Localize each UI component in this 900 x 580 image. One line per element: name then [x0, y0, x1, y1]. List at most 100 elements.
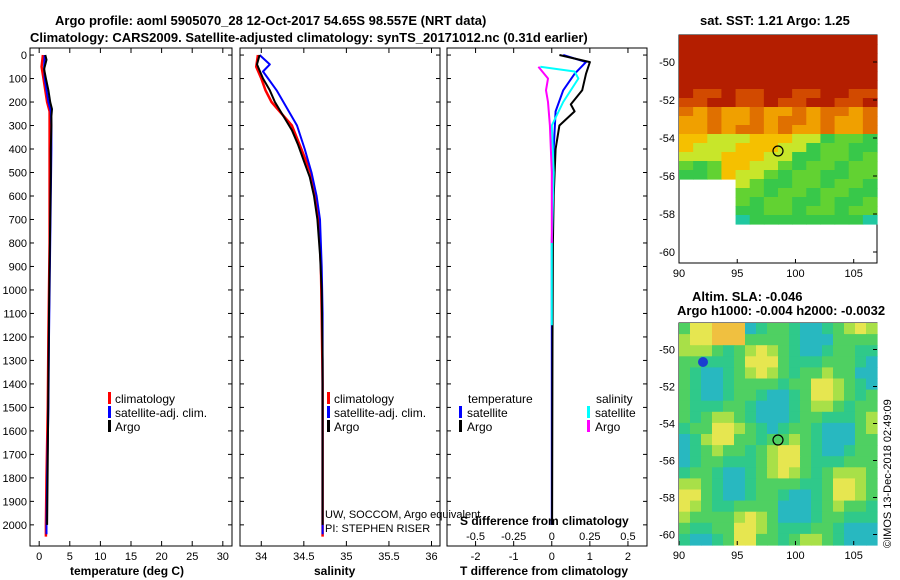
legend-swatch-satellite — [327, 406, 330, 418]
depth-tick-label: 1700 — [3, 449, 27, 461]
series-line-satellite — [258, 54, 324, 535]
depth-tick-label: 1500 — [3, 402, 27, 414]
depth-tick-label: 400 — [9, 144, 27, 156]
legend-label-climatology: climatology — [334, 392, 394, 406]
depth-tick-label: 1200 — [3, 332, 27, 344]
depth-tick-label: 2000 — [3, 520, 27, 532]
legend-swatch-temp-satellite — [459, 406, 462, 418]
depth-tick-label: 1100 — [3, 308, 27, 320]
legend-swatch-climatology — [327, 392, 330, 404]
profile-location-marker — [772, 145, 784, 157]
series-line-temperature-satellite — [550, 54, 587, 525]
lat-tick-label: -52 — [659, 95, 675, 107]
lat-tick-label: -54 — [659, 419, 675, 431]
difference-panel: -2 -1 0 1 2 -0.5 -0.25 0 0.25 0.5 — [447, 48, 647, 563]
title-line-2: Climatology: CARS2009. Satellite-adjuste… — [30, 30, 588, 45]
legend-label-satellite: satellite-adj. clim. — [334, 406, 426, 420]
difference-plot-frame — [446, 47, 648, 547]
sst-map-axes: -50 -52 -54 -56 -58 -60 90 95 100 105 — [659, 57, 877, 280]
lat-tick-label: -56 — [659, 456, 675, 468]
series-line-salinity-argo — [537, 66, 553, 243]
legend-label-sal-satellite: satellite — [595, 406, 636, 420]
x-tick-label: 34.5 — [293, 551, 314, 563]
top-x-tick-label: 0.25 — [579, 531, 600, 543]
sla-map-axes: -50 -52 -54 -56 -58 -60 90 95 100 105 — [659, 345, 877, 562]
legend-label-temp-argo: Argo — [467, 420, 493, 434]
x-tick-label: 25 — [186, 551, 198, 563]
lon-tick-label: 100 — [786, 550, 804, 562]
legend-swatch-argo — [327, 420, 330, 432]
depth-tick-label: 600 — [9, 191, 27, 203]
depth-tick-label: 500 — [9, 168, 27, 180]
title-line-1: Argo profile: aoml 5905070_28 12-Oct-201… — [55, 13, 486, 28]
legend-swatch-sal-satellite — [587, 406, 590, 418]
depth-tick-label: 800 — [9, 238, 27, 250]
legend-swatch-sal-argo — [587, 420, 590, 432]
depth-tick-label: 1000 — [3, 285, 27, 297]
depth-tick-label: 0 — [21, 50, 27, 62]
lat-tick-label: -56 — [659, 171, 675, 183]
lat-tick-label: -54 — [659, 133, 675, 145]
depth-tick-label: 1800 — [3, 473, 27, 485]
top-x-tick-label: -0.5 — [466, 531, 485, 543]
depth-tick-label: 900 — [9, 261, 27, 273]
lat-tick-label: -58 — [659, 209, 675, 221]
x-tick-label: 0 — [549, 551, 555, 563]
lon-tick-label: 90 — [673, 268, 685, 280]
x-tick-label: 2 — [625, 551, 631, 563]
top-x-tick-label: -0.25 — [501, 531, 526, 543]
series-line-argo — [43, 54, 53, 525]
lat-tick-label: -52 — [659, 382, 675, 394]
salinity-axis-label: salinity — [314, 564, 356, 578]
sla-map-title-2: Argo h1000: -0.004 h2000: -0.0032 — [677, 303, 885, 318]
depth-tick-label: 1400 — [3, 379, 27, 391]
s-difference-axis-label: S difference from climatology — [460, 514, 629, 528]
x-tick-label: 30 — [217, 551, 229, 563]
credit-line-2: PI: STEPHEN RISER — [325, 523, 430, 535]
difference-legend: temperature salinity satellite Argo sate… — [459, 392, 636, 434]
series-line-salinity-satellite — [540, 65, 580, 326]
sla-map-title-1: Altim. SLA: -0.046 — [692, 289, 803, 304]
legend-label-argo: Argo — [115, 420, 141, 434]
legend-label-sal-argo: Argo — [595, 420, 621, 434]
top-x-tick-label: 0.5 — [620, 531, 635, 543]
t-difference-axis-label: T difference from climatology — [460, 564, 628, 578]
temperature-legend: climatology satellite-adj. clim. Argo — [108, 392, 207, 434]
lat-tick-label: -50 — [659, 345, 675, 357]
legend-swatch-temp-argo — [459, 420, 462, 432]
lon-tick-label: 100 — [786, 268, 804, 280]
lon-tick-label: 105 — [845, 550, 863, 562]
profile-location-marker — [772, 434, 784, 446]
lon-tick-label: 90 — [673, 550, 685, 562]
legend-label-satellite: satellite-adj. clim. — [115, 406, 207, 420]
x-tick-label: 5 — [67, 551, 73, 563]
x-tick-label: 35.5 — [378, 551, 399, 563]
x-tick-label: -1 — [509, 551, 519, 563]
sst-map — [678, 34, 878, 264]
legend-label-temp-satellite: satellite — [467, 406, 508, 420]
x-tick-label: 20 — [155, 551, 167, 563]
x-tick-label: 0 — [36, 551, 42, 563]
x-tick-label: 1 — [587, 551, 593, 563]
depth-axis: 0 100 200 300 400 500 600 700 800 900 1000 1100 1200… — [3, 50, 27, 532]
x-tick-label: 34 — [255, 551, 267, 563]
lat-tick-label: -58 — [659, 493, 675, 505]
depth-tick-label: 700 — [9, 214, 27, 226]
legend-swatch-argo — [108, 420, 111, 432]
series-line-argo — [256, 54, 324, 525]
temperature-plot-frame — [29, 47, 233, 547]
lat-tick-label: -50 — [659, 57, 675, 69]
lat-tick-label: -60 — [659, 530, 675, 542]
temperature-panel: 0 5 10 15 20 25 30 — [30, 48, 232, 563]
legend-title-salinity: salinity — [596, 392, 633, 406]
sst-map-title: sat. SST: 1.21 Argo: 1.25 — [700, 13, 850, 28]
credit-line-1: UW, SOCCOM, Argo equivalent — [325, 509, 480, 521]
legend-label-climatology: climatology — [115, 392, 175, 406]
x-tick-label: 36 — [425, 551, 437, 563]
series-line-temperature-argo — [551, 54, 591, 525]
salinity-panel: 34 34.5 35 35.5 36 — [240, 48, 440, 563]
x-tick-label: -2 — [471, 551, 481, 563]
depth-tick-label: 300 — [9, 121, 27, 133]
legend-swatch-satellite — [108, 406, 111, 418]
